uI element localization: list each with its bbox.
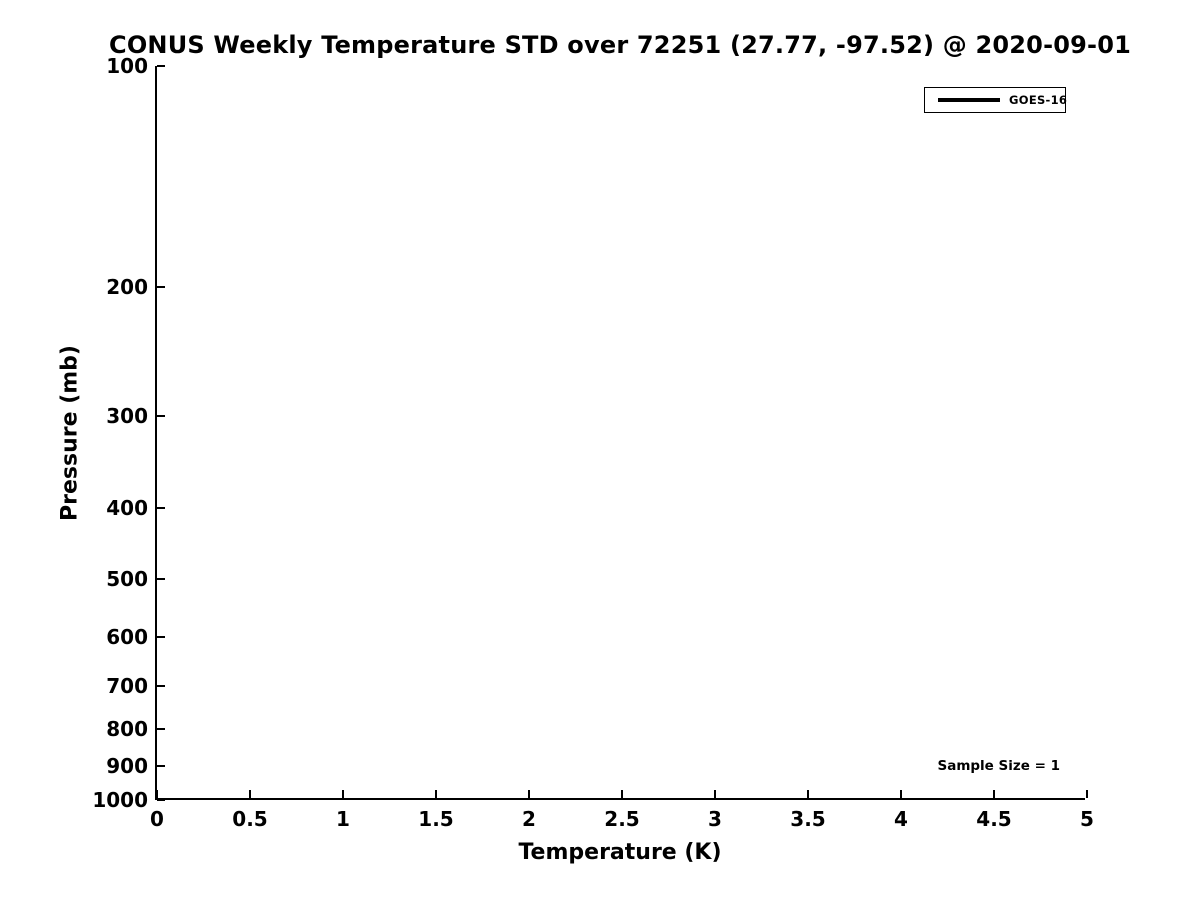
- legend: GOES-16: [924, 87, 1068, 113]
- y-tick-label: 900: [106, 754, 148, 779]
- y-tick-mark: [157, 285, 165, 288]
- plot-area: 0 0.5 1 1.5 2 2.5 3 3.5 4 4.5 5 100 200 300 400 500 600…: [92, 56, 1094, 829]
- y-tick-label: 1000: [92, 788, 148, 812]
- x-tick-label: 1.5: [418, 807, 454, 831]
- y-axis-label: Pressure (mb): [57, 345, 83, 521]
- x-tick-mark: [714, 790, 716, 798]
- x-tick-mark: [621, 790, 623, 798]
- y-tick-mark: [157, 799, 165, 801]
- y-tick-label: 600: [106, 625, 148, 650]
- x-tick-mark: [249, 790, 251, 798]
- x-tick-mark: [435, 790, 437, 798]
- legend-entry-label: GOES-16: [1009, 93, 1068, 107]
- x-tick-label: 5: [1080, 807, 1094, 831]
- y-tick-label: 400: [106, 495, 148, 520]
- y-tick-mark: [157, 765, 165, 768]
- y-tick-label: 200: [106, 274, 148, 299]
- x-tick-label: 2: [522, 807, 536, 831]
- x-tick-mark: [993, 790, 995, 798]
- y-tick-label: 800: [106, 716, 148, 741]
- x-axis-ticks: 0 0.5 1 1.5 2 2.5 3 3.5 4 4.5 5: [150, 66, 1094, 829]
- y-tick-label: 100: [106, 54, 148, 78]
- x-tick-label: 2.5: [604, 807, 640, 831]
- x-tick-mark: [900, 790, 902, 798]
- y-tick-label: 500: [106, 567, 148, 592]
- y-tick-mark: [157, 506, 165, 509]
- y-tick-mark: [157, 636, 165, 639]
- x-tick-label: 3.5: [790, 807, 826, 831]
- series-layer: [157, 66, 1087, 800]
- x-axis-label: Temperature (K): [518, 840, 722, 865]
- y-tick-mark: [157, 415, 165, 418]
- x-tick-label: 1: [336, 807, 350, 831]
- y-tick-mark: [157, 727, 165, 730]
- x-tick-mark: [807, 790, 809, 798]
- x-tick-label: 4.5: [976, 807, 1012, 831]
- y-tick-mark: [157, 65, 165, 67]
- chart-title: CONUS Weekly Temperature STD over 72251 …: [109, 31, 1131, 59]
- y-tick-label: 700: [106, 674, 148, 699]
- x-tick-mark: [528, 790, 530, 798]
- y-tick-mark: [157, 578, 165, 581]
- y-tick-mark: [157, 685, 165, 688]
- y-axis-ticks: 100 200 300 400 500 600 700 800 900 1000: [92, 56, 1085, 810]
- x-tick-label: 0.5: [232, 807, 268, 831]
- x-tick-mark: [342, 790, 344, 798]
- x-tick-label: 3: [708, 807, 722, 831]
- x-tick-mark: [156, 790, 158, 798]
- sample-size-annotation: Sample Size = 1: [937, 758, 1060, 774]
- y-tick-label: 300: [106, 404, 148, 429]
- legend-line-swatch: [938, 98, 1000, 102]
- x-tick-label: 4: [894, 807, 908, 831]
- x-tick-mark: [1086, 790, 1088, 798]
- x-tick-label: 0: [150, 807, 164, 831]
